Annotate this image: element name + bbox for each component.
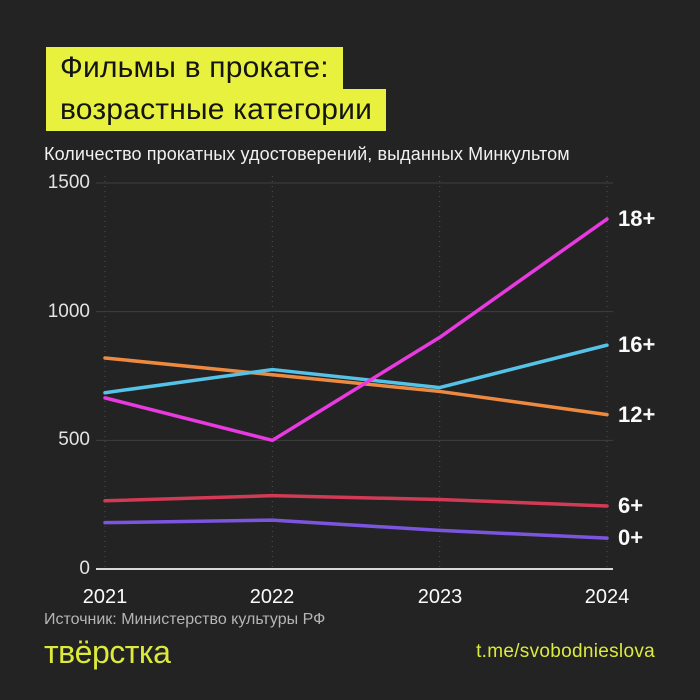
page-title: Фильмы в прокате: возрастные категории [46, 47, 387, 131]
chart-line-16+ [103, 343, 609, 395]
page-title-line2: возрастные категории [46, 89, 387, 131]
ytick-1000: 1000 [47, 301, 90, 322]
ytick-500: 500 [58, 429, 90, 450]
chart-line-6+ [103, 493, 609, 508]
ytick-1500: 1500 [47, 172, 90, 193]
page-title-line1: Фильмы в прокате: [46, 47, 343, 89]
telegram-link[interactable]: t.me/svobodnieslova [476, 641, 655, 662]
xtick-2022: 2022 [249, 586, 295, 608]
source-note: Источник: Министерство культуры РФ [44, 611, 326, 628]
ytick-0: 0 [79, 558, 90, 579]
xtick-2023: 2023 [417, 586, 463, 608]
chart-line-12+ [103, 356, 609, 417]
chart-line-18+ [103, 217, 609, 443]
verstka-logo: твёрстка [44, 634, 171, 670]
series-label-0plus: 0+ [618, 525, 644, 550]
series-label-18plus: 18+ [618, 206, 656, 231]
series-label-12plus: 12+ [618, 402, 656, 427]
series-label-6plus: 6+ [618, 493, 644, 518]
xtick-2021: 2021 [82, 586, 128, 608]
xtick-2024: 2024 [584, 586, 630, 608]
chart-subtitle: Количество прокатных удостоверений, выда… [44, 144, 570, 164]
series-label-16plus: 16+ [618, 332, 656, 357]
chart-line-0+ [103, 518, 609, 540]
